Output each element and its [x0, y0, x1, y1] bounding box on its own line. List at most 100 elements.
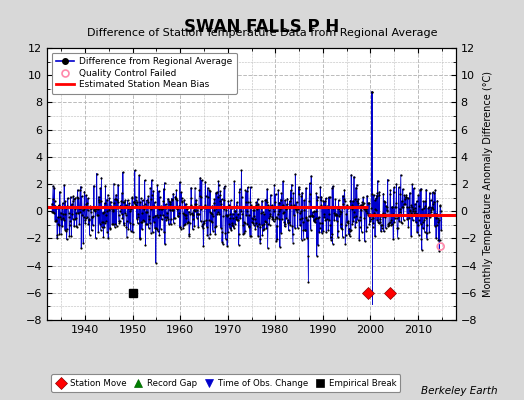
- Point: [275, 199, 283, 206]
- Point: [109, 220, 117, 227]
- Point: [137, 218, 145, 225]
- Point: [58, 205, 66, 212]
- Point: [135, 172, 144, 178]
- Point: [71, 206, 79, 212]
- Point: [303, 217, 312, 223]
- Point: [228, 222, 236, 228]
- Point: [259, 227, 267, 234]
- Point: [148, 192, 156, 198]
- Point: [288, 231, 297, 237]
- Point: [318, 220, 326, 226]
- Point: [216, 198, 224, 204]
- Point: [77, 245, 85, 252]
- Point: [133, 198, 141, 205]
- Point: [138, 219, 147, 226]
- Point: [319, 204, 327, 210]
- Point: [149, 188, 158, 194]
- Point: [205, 208, 214, 215]
- Point: [387, 217, 395, 224]
- Point: [348, 206, 356, 212]
- Point: [143, 220, 151, 227]
- Point: [193, 211, 202, 217]
- Point: [172, 187, 181, 193]
- Point: [431, 187, 440, 193]
- Point: [105, 204, 113, 211]
- Point: [302, 215, 311, 221]
- Point: [111, 196, 119, 202]
- Point: [252, 202, 260, 208]
- Point: [153, 226, 161, 232]
- Point: [80, 188, 89, 195]
- Point: [335, 213, 344, 219]
- Point: [264, 202, 272, 208]
- Point: [303, 216, 311, 223]
- Point: [435, 248, 443, 254]
- Point: [291, 171, 300, 177]
- Point: [366, 218, 375, 224]
- Point: [50, 210, 58, 216]
- Point: [238, 211, 246, 217]
- Point: [318, 230, 326, 236]
- Point: [342, 222, 350, 228]
- Point: [254, 196, 262, 202]
- Point: [87, 209, 95, 216]
- Point: [135, 236, 144, 242]
- Y-axis label: Monthly Temperature Anomaly Difference (°C): Monthly Temperature Anomaly Difference (…: [483, 71, 493, 297]
- Point: [122, 211, 130, 218]
- Point: [272, 214, 280, 220]
- Point: [422, 215, 430, 222]
- Point: [255, 220, 263, 227]
- Point: [433, 219, 442, 225]
- Point: [352, 184, 360, 191]
- Point: [179, 210, 188, 217]
- Point: [413, 222, 422, 228]
- Point: [134, 211, 142, 217]
- Point: [174, 205, 182, 211]
- Point: [365, 199, 373, 206]
- Point: [423, 236, 431, 242]
- Point: [90, 182, 98, 189]
- Point: [202, 217, 210, 224]
- Point: [376, 219, 384, 225]
- Point: [399, 204, 407, 210]
- Point: [356, 213, 365, 220]
- Point: [67, 203, 75, 209]
- Point: [183, 206, 192, 212]
- Point: [78, 212, 86, 218]
- Point: [141, 242, 150, 248]
- Point: [313, 193, 322, 200]
- Point: [406, 190, 414, 196]
- Point: [81, 214, 90, 221]
- Point: [160, 180, 169, 186]
- Point: [328, 231, 336, 238]
- Point: [418, 219, 427, 225]
- Point: [208, 210, 216, 217]
- Point: [262, 196, 270, 203]
- Point: [118, 169, 127, 176]
- Point: [271, 215, 279, 222]
- Point: [180, 222, 188, 228]
- Point: [142, 221, 150, 227]
- Point: [144, 199, 152, 205]
- Point: [263, 199, 271, 206]
- Point: [321, 198, 329, 204]
- Point: [405, 204, 413, 211]
- Point: [403, 216, 411, 223]
- Point: [227, 227, 235, 233]
- Point: [279, 178, 287, 184]
- Point: [428, 204, 436, 210]
- Point: [185, 233, 193, 239]
- Point: [267, 204, 275, 210]
- Point: [362, 208, 370, 214]
- Point: [394, 213, 402, 219]
- Point: [156, 194, 164, 200]
- Point: [409, 208, 417, 214]
- Point: [127, 206, 135, 212]
- Point: [365, 212, 373, 219]
- Point: [54, 202, 63, 208]
- Point: [75, 221, 83, 227]
- Point: [195, 187, 204, 194]
- Point: [374, 218, 383, 225]
- Point: [360, 206, 368, 212]
- Point: [140, 177, 149, 184]
